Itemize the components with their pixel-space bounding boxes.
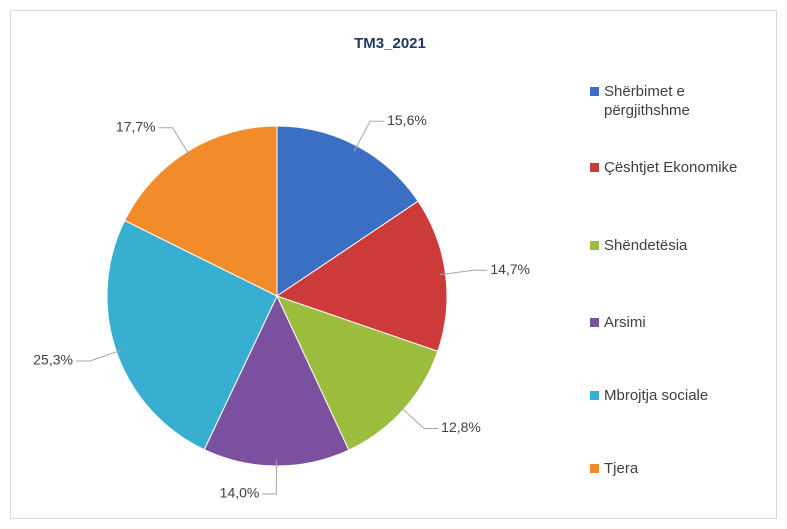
data-label: 14,0% [220, 485, 260, 501]
legend-entry: Shërbimet e përgjithshme [590, 82, 784, 120]
legend-entry: Arsimi [590, 313, 784, 332]
chart-title: TM3_2021 [354, 35, 426, 52]
legend-swatch [590, 241, 599, 250]
legend-swatch [590, 391, 599, 400]
legend-entry: Çështjet Ekonomike [590, 158, 784, 177]
leader-line [439, 269, 488, 276]
legend-label: Shërbimet e përgjithshme [604, 83, 690, 119]
legend-entry: Mbrojtja sociale [590, 386, 784, 405]
legend-label: Shëndetësia [604, 237, 688, 254]
leader-line [398, 405, 439, 429]
leader-line [75, 349, 123, 362]
legend-entry: Shëndetësia [590, 236, 784, 255]
legend-label: Mbrojtja sociale [604, 387, 709, 404]
legend-swatch [590, 163, 599, 172]
leader-line [158, 127, 191, 157]
data-label: 14,7% [490, 261, 530, 277]
legend-swatch [590, 318, 599, 327]
data-label: 12,8% [441, 419, 481, 435]
legend-entry: Tjera [590, 459, 784, 478]
legend-label: Arsimi [604, 314, 646, 331]
legend-swatch [590, 464, 599, 473]
leader-line [353, 120, 385, 152]
data-label: 17,7% [116, 118, 156, 134]
legend-swatch [590, 87, 599, 96]
legend-label: Tjera [604, 460, 639, 477]
data-label: 15,6% [387, 112, 427, 128]
data-label: 25,3% [33, 352, 73, 368]
leader-line [262, 459, 277, 495]
legend-label: Çështjet Ekonomike [604, 159, 738, 176]
